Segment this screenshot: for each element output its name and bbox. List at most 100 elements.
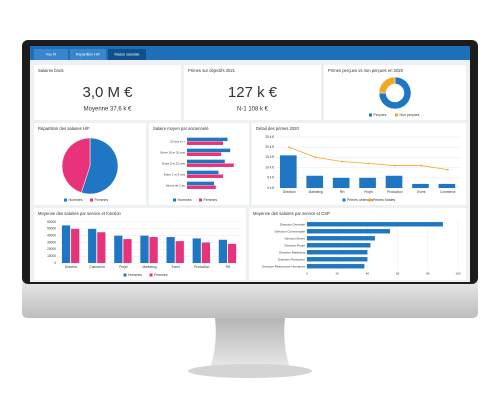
stand-neck [210,318,290,368]
panel-title: Moyenne des salaires par service et CSP [253,211,330,216]
bar [149,237,158,263]
bar [187,181,214,186]
bar [97,232,106,263]
bar [187,141,223,145]
legend-swatch [199,198,202,202]
bar [187,152,222,156]
y-tick-label: 50000 [47,227,56,231]
x-tick-label: Projet [364,190,372,194]
y-tick-label: Direction Générale [280,222,305,226]
bar [307,236,375,241]
y-tick-label: Direction Commerciale [275,229,306,233]
y-tick-label: Direction Marketing [279,250,305,254]
line-point [367,162,370,165]
panel-title: Salaire moyen par ancienneté [153,126,209,131]
bar [114,235,123,263]
x-tick-label: 0 [306,271,308,275]
legend-swatch [368,198,372,202]
panel-title: Détail des primes 2020 [256,126,299,131]
bar [123,239,132,263]
x-tick-label: Commerce [440,190,456,194]
x-tick-label: Event [417,190,425,194]
bar [307,257,368,262]
legend-label: Primes totales [373,198,395,202]
bar [412,183,429,188]
y-tick-label: 15 k € [265,155,274,159]
bar [385,175,403,188]
y-tick-label: 5 k € [267,176,274,180]
bar [187,174,223,178]
bar [227,243,237,263]
y-tick-label: Direction Production [278,257,305,261]
bar [201,242,211,263]
legend-label: Femmes [204,198,218,202]
bar [187,148,231,153]
y-tick-label: 10000 [47,254,56,258]
line-point [394,164,396,167]
bar [438,183,456,188]
panel-title: Répartition des salaires H/F [38,126,90,131]
tab[interactable] [108,49,146,60]
kpi-value: 3,0 M € [82,84,133,101]
x-tick-label: Commerce [89,265,105,269]
x-tick-label: RH [226,265,231,269]
y-tick-label: Direction Ressources Humaines [262,264,305,268]
bar [88,228,97,263]
tab-label: Masse salariale [115,52,140,56]
bar [307,250,368,255]
y-tick-label: 60000 [47,220,56,224]
y-tick-label: Entre 5 et 10 ans [162,161,185,165]
y-tick-label: Entre 10 et 20 ans [160,150,185,154]
x-tick-label: 40 [366,271,370,275]
line-point [288,146,291,149]
x-tick-label: Production [194,265,209,269]
bar [175,241,184,263]
x-tick-label: 60 [396,271,400,275]
pie-slice [61,137,91,193]
line-point [341,160,343,163]
bar [187,159,225,164]
y-tick-label: Moins de 1 an [166,183,185,187]
bar [192,238,201,263]
bar [307,264,365,269]
bar [307,243,371,248]
panel [184,65,321,120]
y-tick-label: 0 k € [267,186,274,190]
bar [307,229,391,234]
line-point [446,168,449,171]
tab[interactable] [34,49,68,60]
x-tick-label: Direction [65,265,78,269]
panel-title: Salaires bruts [38,68,64,73]
kpi-sub: N-1 108 k € [237,107,269,113]
bar [218,239,228,263]
x-tick-label: 100 [455,271,460,275]
y-tick-label: 30000 [47,240,56,244]
x-tick-label: Event [172,265,180,269]
panel [34,65,181,120]
x-tick-label: 20 [336,271,340,275]
y-tick-label: 10 k € [265,165,274,169]
x-tick-label: Marketing [143,265,157,269]
legend-label: Non perçues [400,113,420,117]
bar [332,177,350,188]
y-tick-label: 20 k € [265,145,274,149]
bar [359,177,376,188]
stand-base [188,364,312,378]
panel [324,65,466,120]
x-tick-label: Projet [119,265,127,269]
x-tick-label: RH [340,190,345,194]
bar [71,228,80,263]
legend-swatch [64,198,67,202]
line-point [420,164,423,167]
kpi-sub: Moyenne 37,6 k € [84,107,132,113]
y-tick-label: 0 [54,261,56,265]
bar [61,225,71,263]
pie-slice [81,137,119,195]
x-tick-label: Direction [283,190,296,194]
y-tick-label: Direction Event [285,236,306,240]
tab[interactable] [70,49,106,60]
bar [306,175,324,188]
bar [307,222,443,227]
legend-label: Perçues [374,113,387,117]
